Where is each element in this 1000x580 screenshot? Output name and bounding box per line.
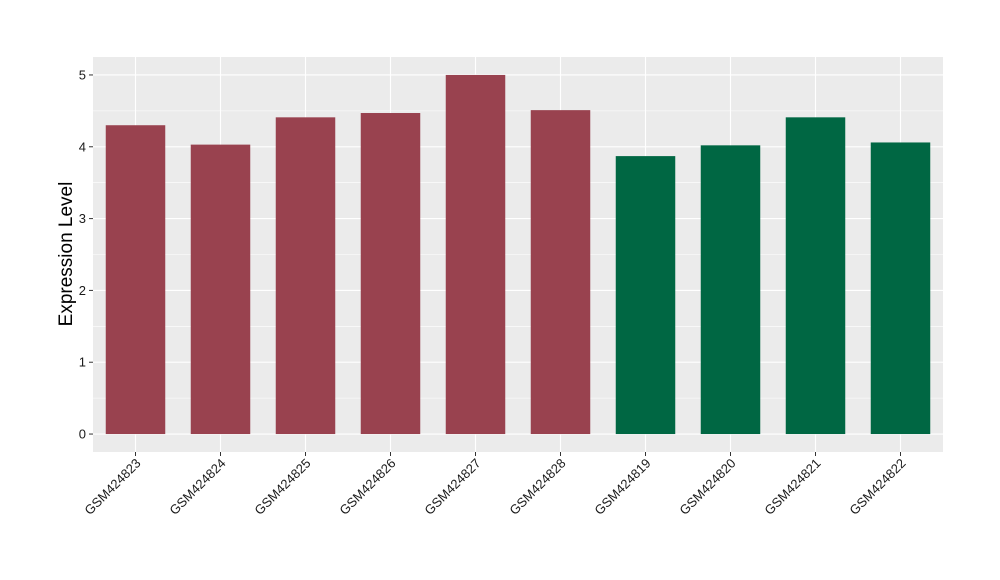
- bar-GSM424820: [700, 145, 761, 435]
- x-tick-label: GSM424828: [506, 456, 568, 518]
- x-tick-label: GSM424827: [421, 456, 483, 518]
- bars: [105, 74, 931, 435]
- x-tick-label: GSM424823: [81, 456, 143, 518]
- x-axis: GSM424823 GSM424824 GSM424825 GSM424826 GSM4…: [81, 452, 909, 518]
- bar-GSM424826: [360, 113, 421, 435]
- x-tick-label: GSM424820: [676, 456, 738, 518]
- x-tick-label: GSM424824: [166, 456, 228, 518]
- y-tick-label: 4: [79, 139, 86, 154]
- y-axis: 0 1 2 3 4 5: [79, 67, 93, 442]
- bar-GSM424825: [275, 117, 336, 435]
- x-tick-label: GSM424819: [591, 456, 653, 518]
- y-tick-label: 2: [79, 283, 86, 298]
- y-tick-label: 5: [79, 67, 86, 82]
- y-tick-label: 0: [79, 427, 86, 442]
- x-tick-label: GSM424825: [251, 456, 313, 518]
- x-tick-label: GSM424822: [846, 456, 908, 518]
- bar-GSM424827: [445, 74, 506, 435]
- y-tick-label: 1: [79, 355, 86, 370]
- y-axis-title: Expression Level: [56, 182, 77, 327]
- y-tick-label: 3: [79, 211, 86, 226]
- x-tick-label: GSM424826: [336, 456, 398, 518]
- bar-GSM424828: [530, 110, 591, 435]
- bar-GSM424822: [870, 142, 931, 435]
- bar-GSM424824: [190, 144, 251, 435]
- bar-GSM424821: [785, 117, 846, 435]
- bar-GSM424819: [615, 156, 676, 435]
- bar-GSM424823: [105, 125, 166, 435]
- x-tick-label: GSM424821: [761, 456, 823, 518]
